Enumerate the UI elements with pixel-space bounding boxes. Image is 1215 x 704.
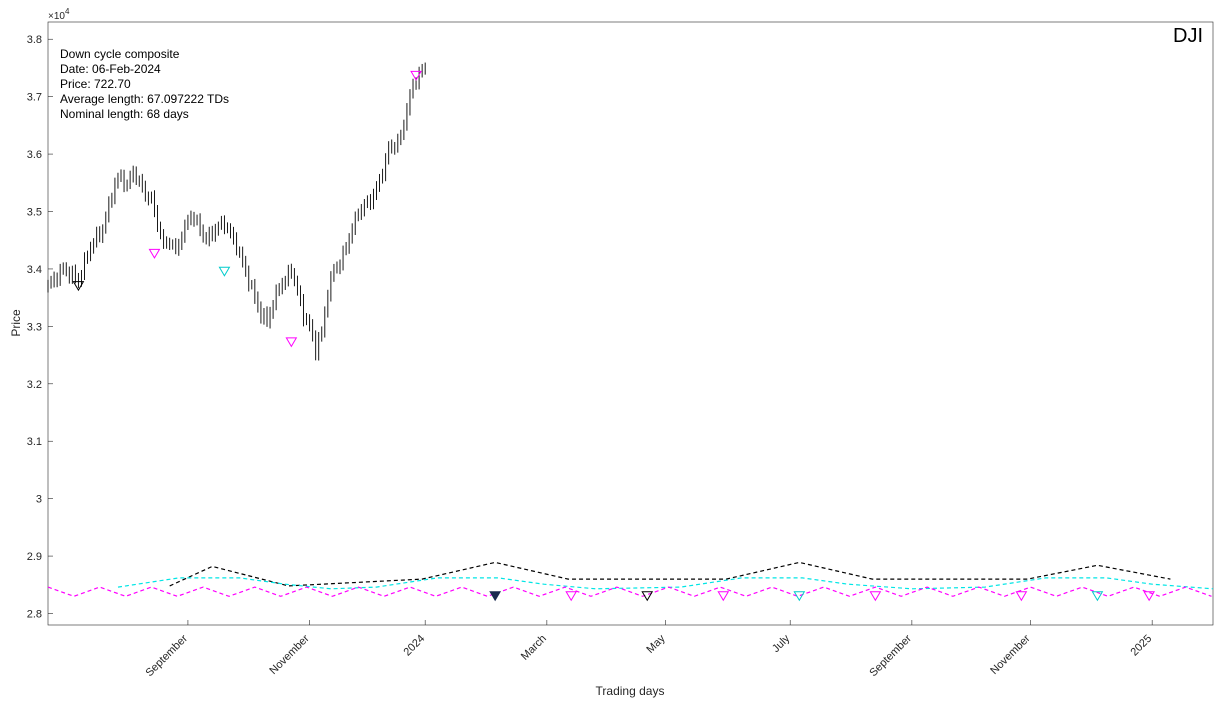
cycle-marker [1143,591,1155,602]
y-tick-label: 2.8 [27,609,42,621]
cycle-marker [218,266,231,277]
cycle-line-2 [117,577,1214,590]
y-tick-label: 3.1 [27,436,42,448]
y-tick-label: 3.8 [27,34,42,46]
cycle-marker [565,591,578,602]
cycle-marker [1015,591,1028,602]
y-tick-label: 3 [36,494,42,506]
y-axis: 2.8 2.9 3 3.1 3.2 3.3 3.4 3.5 3.6 3.7 3.8 [27,34,53,621]
cycle-marker [717,591,730,602]
cycle-marker [285,337,298,348]
info-box: Down cycle composite Date: 06-Feb-2024 P… [60,47,229,121]
plot-area [47,21,1214,626]
info-line-1: Down cycle composite [60,47,180,61]
cycle-marker [410,70,422,81]
info-line-2: Date: 06-Feb-2024 [60,62,161,76]
cycle-marker [148,248,161,259]
x-tick-label: May [644,632,668,656]
y-exponent-power: 4 [65,7,70,16]
y-tick-label: 3.2 [27,379,42,391]
y-axis-title: Price [9,309,23,337]
cycle-marker [489,591,502,602]
y-tick-label: 3.5 [27,207,42,219]
x-tick-label: November [267,632,312,677]
x-tick-label: July [770,632,793,655]
ticker-label: DJI [1173,25,1203,47]
y-tick-label: 2.9 [27,551,42,563]
x-tick-label: September [144,632,191,679]
x-tick-label: 2024 [402,633,428,659]
plot-box [47,21,1214,626]
cycle-line-1 [169,561,1171,587]
y-tick-label: 3.7 [27,92,42,104]
cycle-marker [1091,591,1104,602]
cycle-markers [72,70,1155,602]
y-exponent-label: ×104 [48,7,70,22]
cycle-marker [641,591,654,602]
x-tick-label: November [988,632,1033,677]
y-tick-label: 3.6 [27,149,42,161]
x-tick-label: March [519,633,549,663]
y-tick-label: 3.3 [27,321,42,333]
y-tick-label: 3.4 [27,264,42,276]
cycle-marker [793,591,806,602]
cycle-marker [72,281,85,292]
price-bars [47,62,426,361]
cycle-marker [869,591,882,602]
x-tick-label: September [867,632,914,679]
info-line-3: Price: 722.70 [60,77,131,91]
x-axis: September November 2024 March May July Septemb… [144,620,1154,679]
info-line-5: Nominal length: 68 days [60,107,189,121]
x-axis-title: Trading days [596,684,665,698]
x-tick-label: 2025 [1128,633,1154,659]
info-line-4: Average length: 67.097222 TDs [60,92,229,106]
